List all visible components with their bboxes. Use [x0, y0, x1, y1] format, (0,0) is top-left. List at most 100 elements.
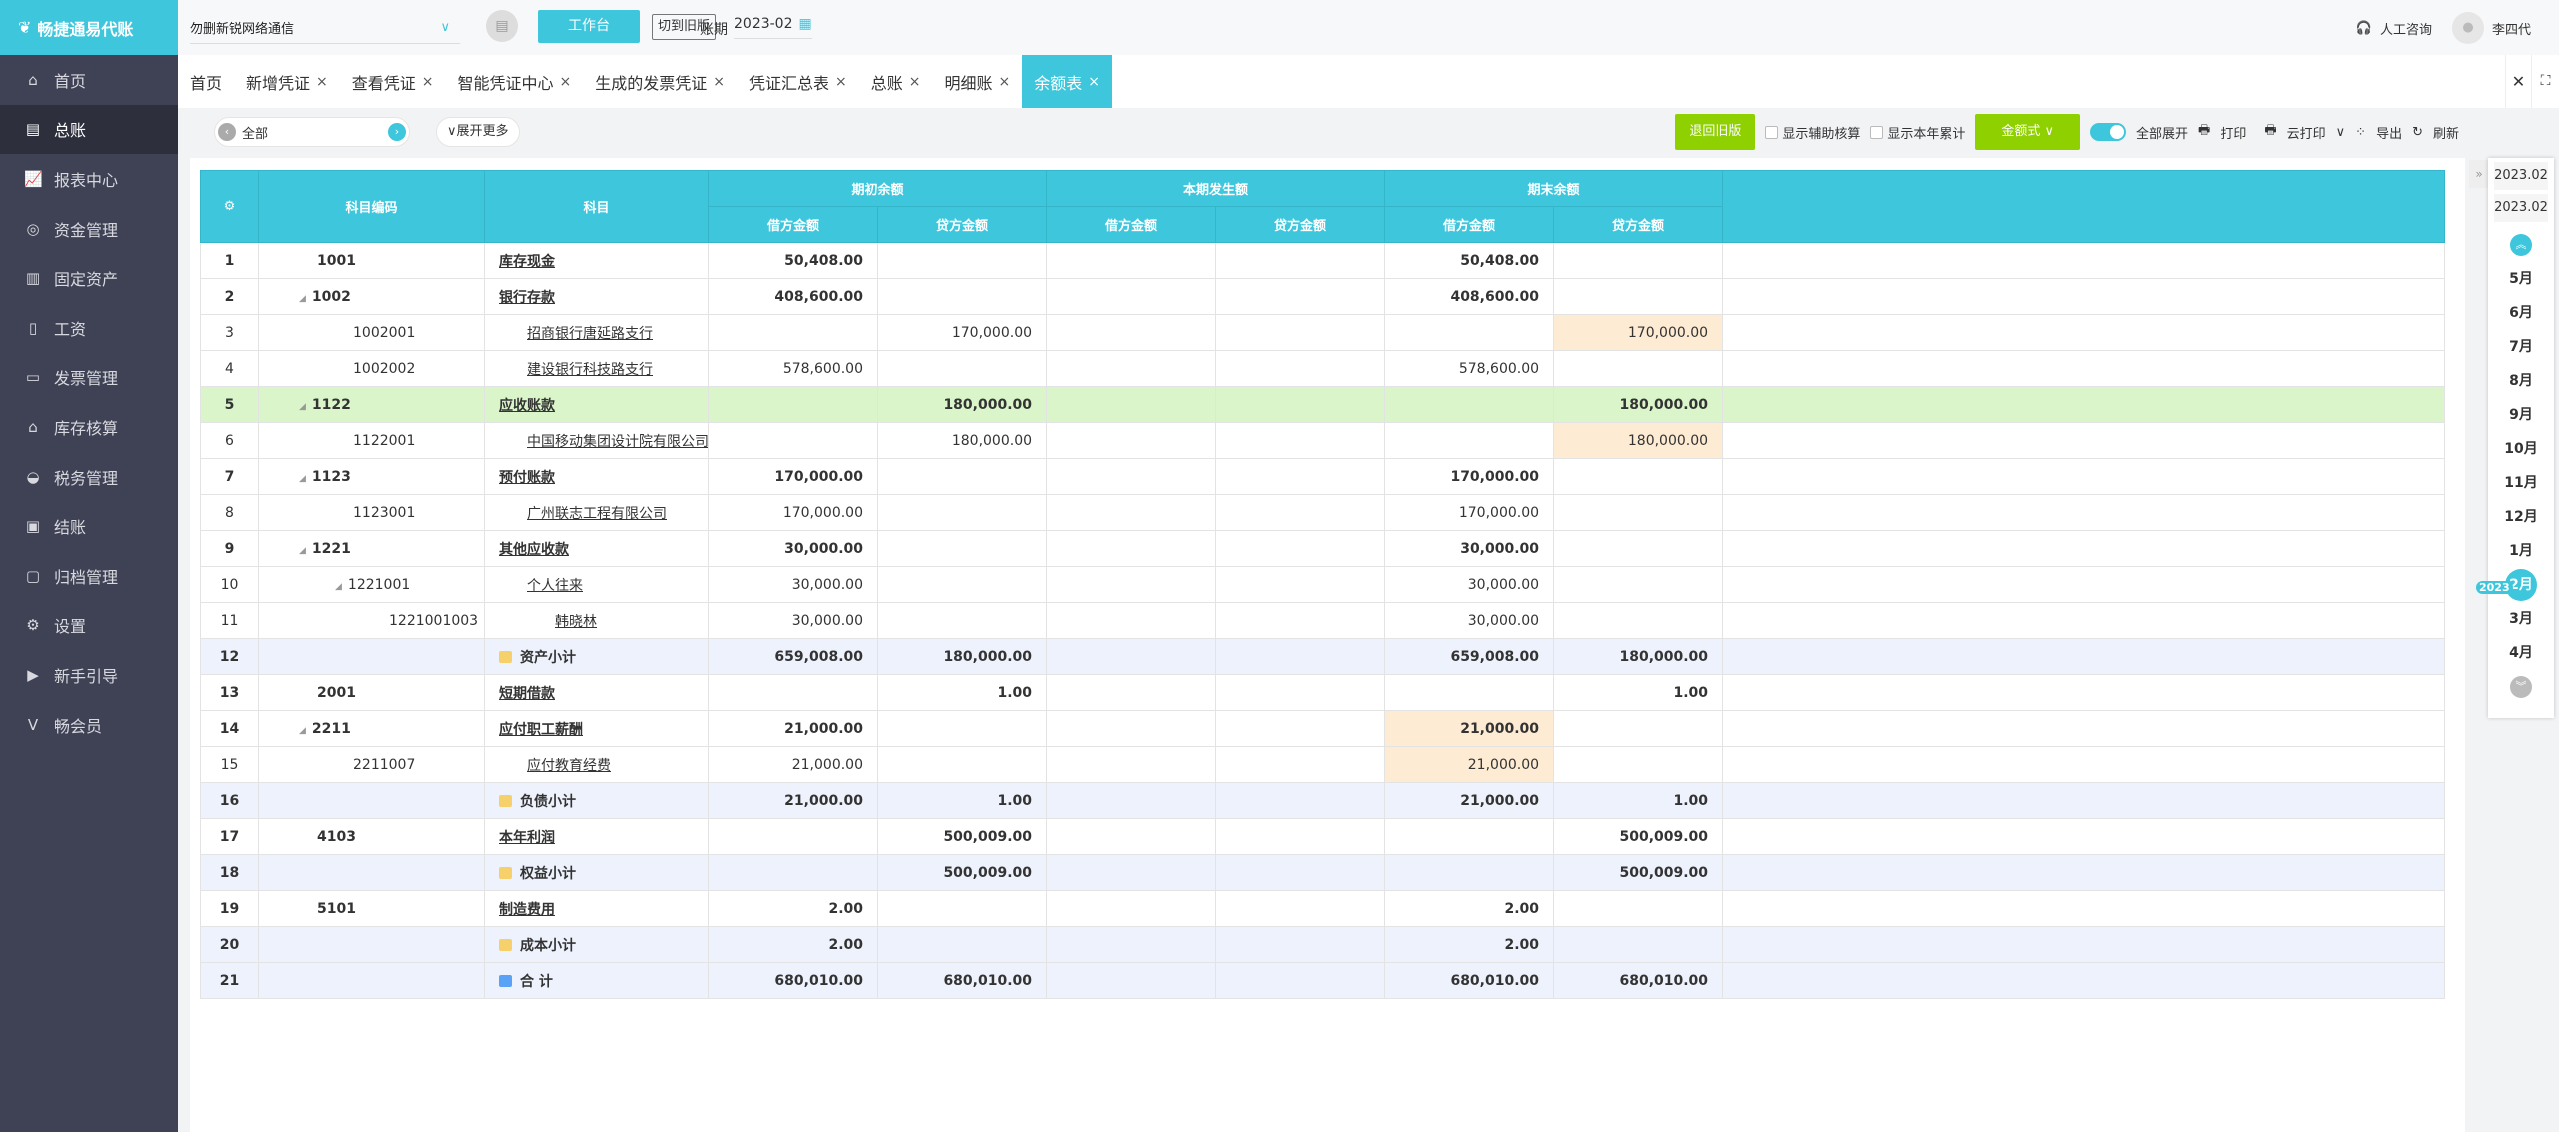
account-subject[interactable]: 制造费用 [484, 890, 709, 927]
print-button[interactable]: 打印 [2220, 126, 2247, 142]
amount-format-dropdown[interactable]: 金额式 ∨ [1975, 114, 2081, 150]
tab-2[interactable]: 查看凭证 × [340, 55, 446, 108]
period-picker[interactable]: 2023-02 ▦ [734, 16, 812, 39]
sidebar-item-7[interactable]: ⌂ 库存核算 [0, 402, 178, 452]
close-icon[interactable]: × [835, 73, 847, 90]
subject-link[interactable]: 韩晓林 [555, 613, 597, 630]
account-subject[interactable]: 应收账款 [484, 386, 709, 423]
account-subject[interactable]: 中国移动集团设计院有限公司陕西 [484, 422, 709, 459]
next-icon[interactable]: › [388, 123, 406, 141]
subject-link[interactable]: 应收账款 [499, 397, 555, 414]
table-row[interactable]: 7 ◢ 1123 预付账款 170,000.00 170,000.00 [200, 458, 2445, 495]
subject-link[interactable]: 招商银行唐延路支行 [527, 325, 653, 342]
export-button[interactable]: 导出 [2376, 126, 2403, 142]
table-row[interactable]: 16 负债小计 21,000.00 1.00 21,000.00 1.00 [200, 782, 2445, 819]
workbench-button[interactable]: 工作台 [538, 10, 640, 43]
subject-link[interactable]: 个人往来 [527, 577, 583, 594]
avatar[interactable]: ● [2451, 12, 2484, 44]
table-row[interactable]: 10 ◢ 1221001 个人往来 30,000.00 30,000.00 [200, 566, 2445, 603]
sidebar-item-11[interactable]: ⚙ 设置 [0, 601, 178, 651]
month-item[interactable]: 9月 [2488, 398, 2554, 432]
refresh-button[interactable]: 刷新 [2432, 126, 2459, 142]
sidebar-item-4[interactable]: ▥ 固定资产 [0, 253, 178, 303]
tab-8[interactable]: 余额表 × [1022, 55, 1113, 108]
account-subject[interactable]: 招商银行唐延路支行 [484, 314, 709, 351]
close-icon[interactable]: × [421, 73, 434, 90]
subject-link[interactable]: 应付教育经费 [527, 757, 611, 774]
subject-link[interactable]: 中国移动集团设计院有限公司陕西 [527, 433, 709, 450]
month-item[interactable]: 3月 [2488, 602, 2554, 636]
subject-link[interactable]: 本年利润 [499, 829, 555, 846]
subject-link[interactable]: 应付职工薪酬 [499, 721, 583, 738]
account-subject[interactable]: 建设银行科技路支行 [484, 350, 709, 387]
date-to[interactable]: 2023.02 [2494, 194, 2548, 222]
account-subject[interactable]: 其他应收款 [484, 530, 709, 567]
month-item[interactable]: 1月 [2488, 534, 2554, 568]
tab-3[interactable]: 智能凭证中心 × [446, 55, 584, 108]
expand-all-toggle[interactable] [2090, 123, 2127, 141]
sidebar-item-9[interactable]: ▣ 结账 [0, 501, 178, 551]
show-aux-checkbox[interactable]: 显示辅助核算 [1765, 123, 1860, 142]
subject-link[interactable]: 库存现金 [499, 253, 555, 270]
sidebar-item-13[interactable]: V 畅会员 [0, 700, 178, 750]
account-subject[interactable]: 预付账款 [484, 458, 709, 495]
scroll-down-icon[interactable]: ︾ [2510, 676, 2532, 698]
account-subject[interactable]: 广州联志工程有限公司 [484, 494, 709, 531]
table-row[interactable]: 2 ◢ 1002 银行存款 408,600.00 408,600.00 [200, 278, 2445, 315]
table-row[interactable]: 19 5101 制造费用 2.00 2.00 [200, 890, 2445, 927]
sidebar-item-2[interactable]: 📈 报表中心 [0, 154, 178, 204]
company-select[interactable]: 勿删新锐网络通信 ∨ [190, 12, 460, 44]
close-all-tabs-icon[interactable]: ✕ [2505, 55, 2531, 108]
fullscreen-icon[interactable]: ⛶ [2531, 55, 2559, 108]
close-icon[interactable]: × [713, 73, 726, 90]
subject-link[interactable]: 制造费用 [499, 901, 555, 918]
table-row[interactable]: 9 ◢ 1221 其他应收款 30,000.00 30,000.00 [200, 530, 2445, 567]
subject-link[interactable]: 建设银行科技路支行 [527, 361, 653, 378]
sidebar-item-8[interactable]: ◒ 税务管理 [0, 452, 178, 502]
expand-triangle-icon[interactable]: ◢ [299, 401, 306, 412]
subject-link[interactable]: 广州联志工程有限公司 [527, 505, 667, 522]
sidebar-item-0[interactable]: ⌂ 首页 [0, 55, 178, 105]
subject-link[interactable]: 短期借款 [499, 685, 555, 702]
close-icon[interactable]: × [559, 73, 572, 90]
switch-old-version-button[interactable]: 切到旧版 [652, 14, 717, 40]
expand-triangle-icon[interactable]: ◢ [299, 725, 306, 736]
account-subject[interactable]: 应付职工薪酬 [484, 710, 709, 747]
table-row[interactable]: 4 1002002 建设银行科技路支行 578,600.00 578,600.00 [200, 350, 2445, 387]
expand-triangle-icon[interactable]: ◢ [299, 293, 306, 304]
table-row[interactable]: 14 ◢ 2211 应付职工薪酬 21,000.00 21,000.00 [200, 710, 2445, 747]
table-row[interactable]: 17 4103 本年利润 500,009.00 500,009.00 [200, 818, 2445, 855]
document-icon[interactable]: ▤ [486, 10, 518, 42]
account-subject[interactable]: 应付教育经费 [484, 746, 709, 783]
tab-1[interactable]: 新增凭证 × [234, 55, 340, 108]
month-item[interactable]: 5月 [2488, 262, 2554, 296]
close-icon[interactable]: × [316, 73, 328, 90]
close-icon[interactable]: × [1088, 73, 1101, 90]
month-item[interactable]: 4月 [2488, 636, 2554, 670]
month-item[interactable]: 8月 [2488, 364, 2554, 398]
show-ytd-checkbox[interactable]: 显示本年累计 [1870, 123, 1965, 142]
table-row[interactable]: 13 2001 短期借款 1.00 1.00 [200, 674, 2445, 711]
prev-icon[interactable]: ‹ [218, 123, 236, 141]
account-subject[interactable]: 个人往来 [484, 566, 709, 603]
back-old-version-button[interactable]: 退回旧版 [1675, 114, 1756, 150]
scope-selector[interactable]: ‹ 全部 › [214, 117, 410, 147]
consult-link[interactable]: 人工咨询 [2379, 22, 2432, 38]
month-item[interactable]: 2月 [2488, 568, 2554, 602]
logo[interactable]: ❦ 畅捷通易代账 [0, 0, 178, 55]
account-subject[interactable]: 银行存款 [484, 278, 709, 315]
tab-7[interactable]: 明细账 × [933, 55, 1023, 108]
table-row[interactable]: 8 1123001 广州联志工程有限公司 170,000.00 170,000.00 [200, 494, 2445, 531]
column-settings-icon[interactable]: ⚙ [200, 170, 259, 243]
table-row[interactable]: 1 1001 库存现金 50,408.00 50,408.00 [200, 242, 2445, 279]
table-row[interactable]: 21 合 计 680,010.00 680,010.00 680,010.00 680,0… [200, 962, 2445, 999]
table-row[interactable]: 18 权益小计 500,009.00 500,009.00 [200, 854, 2445, 891]
tab-0[interactable]: 首页 [178, 55, 234, 108]
month-item[interactable]: 11月 [2488, 466, 2554, 500]
scroll-up-icon[interactable]: ︽ [2510, 234, 2532, 256]
sidebar-item-3[interactable]: ◎ 资金管理 [0, 204, 178, 254]
expand-triangle-icon[interactable]: ◢ [299, 473, 306, 484]
expand-triangle-icon[interactable]: ◢ [335, 581, 342, 592]
table-row[interactable]: 15 2211007 应付教育经费 21,000.00 21,000.00 [200, 746, 2445, 783]
subject-link[interactable]: 银行存款 [499, 289, 555, 306]
